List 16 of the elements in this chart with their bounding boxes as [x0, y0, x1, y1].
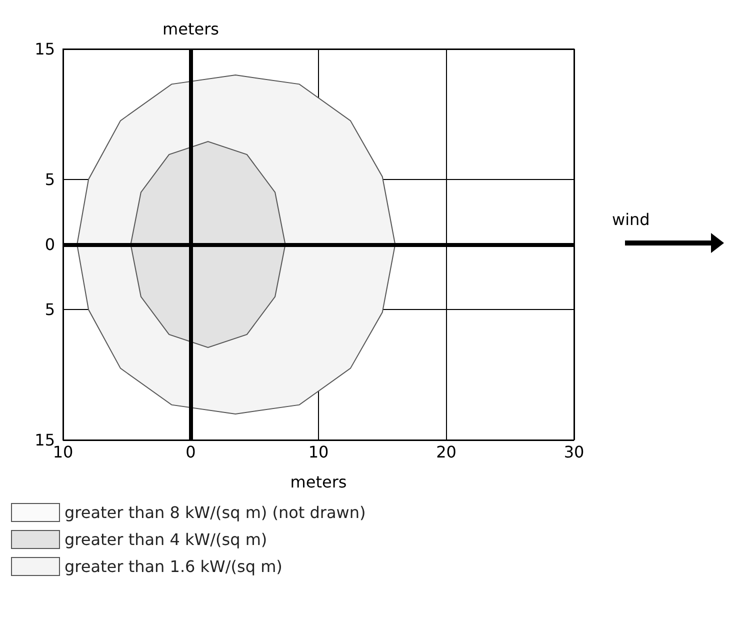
x-axis-title: meters [290, 472, 347, 492]
legend-label: greater than 8 kW/(sq m) (not drawn) [64, 503, 366, 522]
y-tick-label: 15 [34, 40, 55, 58]
y-tick-label: 0 [44, 235, 55, 254]
legend-label: greater than 1.6 kW/(sq m) [64, 557, 282, 576]
y-tick-label: 15 [34, 430, 55, 450]
y-tick-label: 5 [44, 170, 55, 189]
legend-label: greater than 4 kW/(sq m) [64, 530, 268, 549]
x-tick-label: 0 [186, 442, 196, 462]
x-tick-label: 30 [564, 442, 584, 462]
x-tick-label: 10 [52, 442, 74, 462]
x-tick-label: 20 [436, 442, 456, 462]
y-tick-label: 5 [44, 300, 55, 320]
x-tick-label: 10 [308, 442, 329, 462]
y-axis-title: meters [162, 20, 219, 38]
text: wind [612, 210, 650, 229]
